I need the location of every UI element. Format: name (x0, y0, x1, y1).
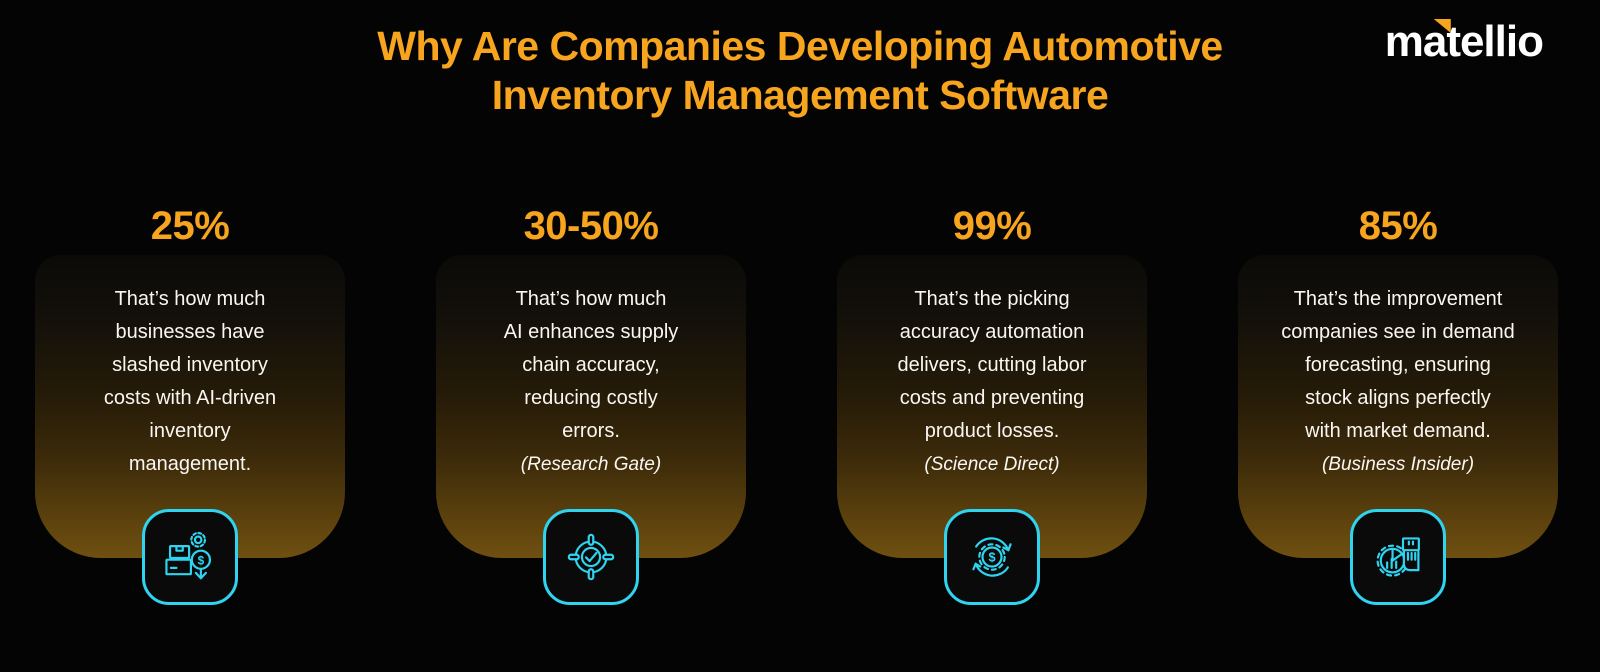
stat-description: That’s how much businesses have slashed … (103, 288, 277, 475)
stat-card-body: That’s how much AI enhances supply chain… (436, 255, 746, 605)
stat-card-picking-accuracy: 99% That’s the picking accuracy automati… (837, 203, 1147, 605)
demand-forecasting-icon (1350, 509, 1446, 605)
stat-card-body: That’s the improvement companies see in … (1238, 255, 1558, 605)
stat-source: (Science Direct) (924, 454, 1060, 475)
stat-source: (Business Insider) (1321, 454, 1475, 475)
page-title-line2: Inventory Management Software (491, 72, 1109, 119)
matellio-logo-text: matellio (1384, 17, 1544, 66)
page-title-line1: Why Are Companies Developing Automotive (377, 23, 1223, 69)
svg-text:$: $ (988, 551, 995, 565)
stat-cards-row: 25% That’s how much businesses have slas… (35, 203, 1558, 605)
stat-description: That’s the improvement companies see in … (1281, 288, 1515, 442)
stat-card-body: That’s the picking accuracy automation d… (837, 255, 1147, 605)
stat-value: 30-50% (523, 204, 659, 248)
stat-description: That’s how much AI enhances supply chain… (503, 288, 679, 442)
stat-card-inventory-costs: 25% That’s how much businesses have slas… (35, 203, 345, 605)
stat-value: 85% (1358, 204, 1438, 248)
stat-value: 99% (952, 204, 1032, 248)
stat-card-body: That’s how much businesses have slashed … (35, 255, 345, 605)
page-title: Why Are Companies Developing Automotive … (0, 22, 1600, 120)
stat-description: That’s the picking accuracy automation d… (897, 288, 1087, 442)
target-accuracy-icon (543, 509, 639, 605)
stat-card-demand-forecasting: 85% That’s the improvement companies see… (1238, 203, 1558, 605)
svg-text:$: $ (198, 554, 205, 567)
stat-card-supply-chain-accuracy: 30-50% That’s how much AI enhances suppl… (436, 203, 746, 605)
matellio-logo: matellio (1384, 17, 1544, 66)
automation-cost-cycle-icon: $ (944, 509, 1040, 605)
stat-value: 25% (150, 204, 230, 248)
inventory-cost-reduction-icon: $ (142, 509, 238, 605)
stat-source: (Research Gate) (520, 454, 662, 475)
